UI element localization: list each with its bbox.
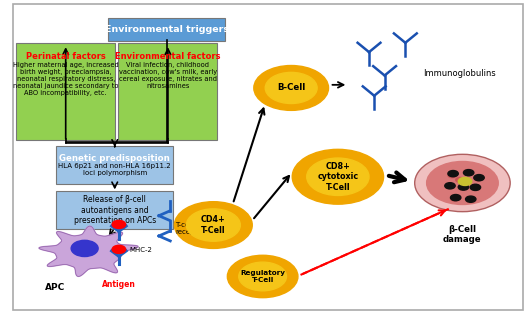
Circle shape [239, 262, 287, 291]
Circle shape [254, 65, 328, 110]
Text: Immunoglobulins: Immunoglobulins [423, 69, 496, 79]
Polygon shape [39, 226, 138, 276]
Text: Environmental triggers: Environmental triggers [105, 25, 229, 34]
FancyBboxPatch shape [13, 4, 523, 310]
Circle shape [464, 170, 472, 175]
Circle shape [458, 185, 467, 190]
Circle shape [174, 202, 252, 249]
Text: Release of β-cell
autoantigens and
presentation on APCs: Release of β-cell autoantigens and prese… [73, 195, 156, 225]
Text: Genetic predisposition: Genetic predisposition [59, 154, 170, 163]
Text: Higher maternal age, increased
birth weight, preeclampsia,
neonatal respiratory : Higher maternal age, increased birth wei… [13, 62, 119, 96]
Circle shape [456, 177, 464, 182]
Circle shape [474, 175, 484, 181]
Circle shape [292, 149, 383, 204]
Circle shape [450, 194, 461, 201]
Text: CD8+
cytotoxic
T-Cell: CD8+ cytotoxic T-Cell [317, 162, 359, 192]
Text: T-cell
receptor: T-cell receptor [175, 222, 205, 235]
Text: CD4+
T-Cell: CD4+ T-Cell [201, 215, 225, 235]
Circle shape [474, 176, 482, 181]
Text: Antigen: Antigen [102, 280, 136, 289]
Circle shape [448, 173, 456, 178]
Text: β-Cell
damage: β-Cell damage [443, 225, 482, 244]
Circle shape [464, 170, 474, 176]
Text: B-Cell: B-Cell [277, 84, 305, 92]
FancyBboxPatch shape [16, 44, 115, 140]
Circle shape [112, 220, 126, 228]
Text: HLA 6p21 and non-HLA 16p11.2
loci polymorphism: HLA 6p21 and non-HLA 16p11.2 loci polymo… [59, 163, 171, 176]
Circle shape [466, 196, 476, 202]
Text: Environmental factors: Environmental factors [115, 52, 221, 61]
Circle shape [450, 196, 459, 201]
Text: Perinatal factors: Perinatal factors [26, 52, 106, 61]
Circle shape [307, 158, 369, 195]
Circle shape [445, 183, 455, 189]
Circle shape [414, 154, 510, 212]
Circle shape [427, 162, 498, 204]
Circle shape [265, 72, 317, 104]
Text: Regulatory
T-Cell: Regulatory T-Cell [240, 270, 285, 283]
FancyBboxPatch shape [56, 146, 173, 184]
Text: Viral infection, childhood
vaccination, cow's milk, early
cereal exposure, nitra: Viral infection, childhood vaccination, … [119, 62, 217, 90]
Circle shape [71, 240, 98, 257]
Circle shape [112, 245, 126, 254]
Circle shape [470, 184, 480, 191]
Circle shape [445, 184, 454, 189]
Text: MHC-2: MHC-2 [129, 247, 152, 253]
Circle shape [458, 184, 469, 190]
FancyBboxPatch shape [118, 44, 218, 140]
Circle shape [466, 198, 474, 203]
Circle shape [228, 255, 298, 298]
Text: APC: APC [45, 283, 65, 292]
Circle shape [458, 177, 472, 186]
FancyBboxPatch shape [56, 192, 173, 229]
Circle shape [186, 209, 240, 241]
Circle shape [448, 171, 458, 177]
Circle shape [472, 185, 479, 190]
FancyBboxPatch shape [108, 18, 225, 41]
